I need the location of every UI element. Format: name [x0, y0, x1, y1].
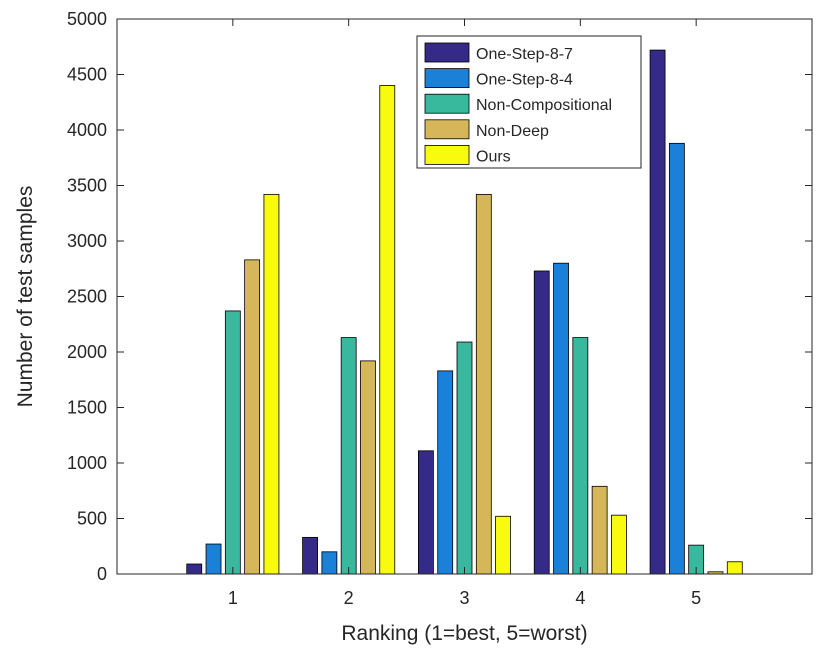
y-tick-label: 2500	[67, 287, 107, 307]
bar-ours-rank-2	[379, 85, 396, 575]
legend: One-Step-8-7 One-Step-8-4 Non-Compositiona…	[416, 35, 642, 169]
legend-swatch	[424, 68, 470, 88]
y-tick-label: 5000	[67, 9, 107, 29]
bar-one-step-8-4-rank-5	[668, 142, 685, 575]
x-tick-label: 4	[575, 588, 585, 608]
bar-ours-rank-1	[263, 193, 280, 575]
bar-one-step-8-7-rank-2	[302, 536, 318, 575]
x-tick-label: 2	[344, 588, 354, 608]
bar-non-deep-rank-4	[591, 485, 608, 575]
bar-one-step-8-7-rank-4	[533, 270, 550, 575]
bar-non-compositional-rank-3	[456, 341, 473, 575]
y-tick-label: 500	[77, 509, 107, 529]
y-tick-label: 2000	[67, 342, 107, 362]
legend-label: Non-Compositional	[476, 97, 612, 114]
legend-swatch	[424, 119, 470, 140]
bar-one-step-8-7-rank-3	[417, 450, 434, 575]
legend-label: Non-Deep	[476, 123, 549, 140]
y-tick-label: 1000	[67, 453, 107, 473]
x-tick-label: 1	[228, 588, 238, 608]
legend-swatch	[424, 144, 470, 165]
y-tick-label: 3000	[67, 231, 107, 251]
legend-label: Ours	[476, 148, 511, 165]
legend-label: One-Step-8-4	[476, 72, 573, 89]
bar-one-step-8-7-rank-1	[186, 563, 203, 575]
bar-ours-rank-3	[495, 515, 512, 575]
x-axis-label: Ranking (1=best, 5=worst)	[341, 622, 587, 645]
bar-non-compositional-rank-2	[340, 337, 357, 575]
x-tick-label: 5	[691, 588, 701, 608]
bar-one-step-8-7-rank-5	[649, 49, 666, 575]
y-tick-label: 1500	[67, 398, 107, 418]
y-axis-label: Number of test samples	[14, 186, 37, 408]
bar-one-step-8-4-rank-2	[321, 551, 338, 575]
bar-ours-rank-4	[611, 514, 627, 575]
bar-one-step-8-4-rank-1	[205, 543, 222, 575]
bars-layer	[186, 49, 743, 575]
y-tick-label: 4000	[67, 120, 107, 140]
bar-one-step-8-4-rank-3	[437, 370, 454, 575]
bar-non-compositional-rank-1	[224, 310, 241, 575]
legend-label: One-Step-8-7	[476, 46, 573, 63]
bar-non-deep-rank-1	[244, 259, 261, 575]
bar-non-compositional-rank-4	[572, 337, 589, 575]
bar-non-deep-rank-3	[475, 193, 492, 575]
legend-swatch	[424, 93, 470, 114]
legend-swatch	[424, 42, 470, 63]
x-axis-ticks: 1 2 3 4 5	[228, 19, 701, 608]
bar-one-step-8-4-rank-4	[553, 262, 569, 575]
x-tick-label: 3	[459, 588, 469, 608]
y-tick-label: 0	[97, 564, 107, 584]
y-axis-ticks: 0 500 1000 1500 2000 2500 3000 3500 4000 4500 5000	[67, 9, 812, 584]
y-tick-label: 3500	[67, 176, 107, 196]
bar-non-deep-rank-2	[360, 360, 376, 575]
y-tick-label: 4500	[67, 65, 107, 85]
bar-ours-rank-5	[726, 561, 743, 575]
